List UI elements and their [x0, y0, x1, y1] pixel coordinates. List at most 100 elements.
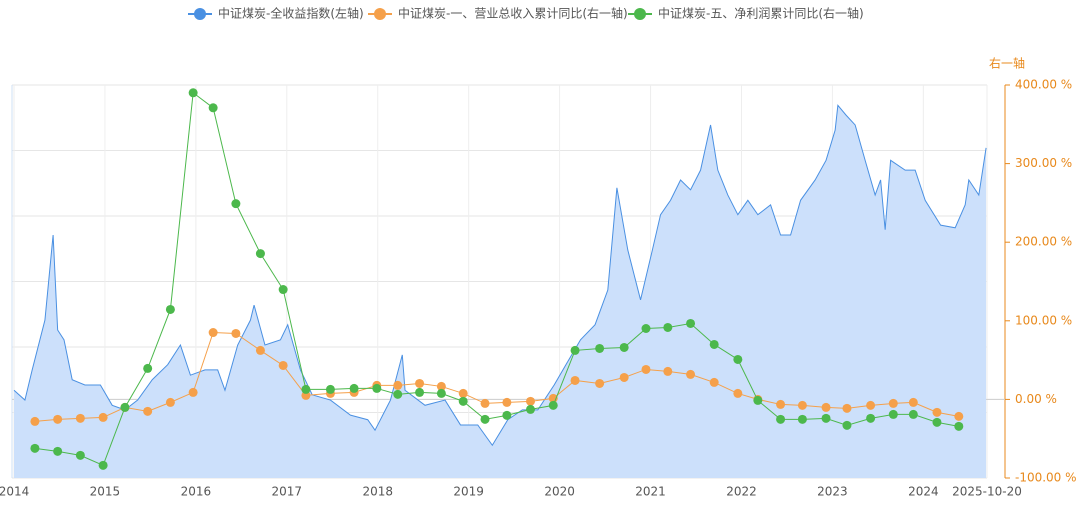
- point: [908, 409, 918, 419]
- point: [188, 387, 198, 397]
- point: [595, 343, 605, 353]
- point: [30, 443, 40, 453]
- point: [143, 406, 153, 416]
- point: [776, 399, 786, 409]
- point: [208, 328, 218, 338]
- point: [932, 417, 942, 427]
- point: [709, 377, 719, 387]
- point: [393, 389, 403, 399]
- point: [842, 403, 852, 413]
- point: [663, 322, 673, 332]
- point: [393, 380, 403, 390]
- y2-tick-label: -100.00 %: [1015, 471, 1077, 485]
- point: [415, 387, 425, 397]
- legend-item[interactable]: 中证煤炭-全收益指数(左轴): [188, 6, 364, 21]
- point: [325, 384, 335, 394]
- point: [954, 411, 964, 421]
- point: [526, 396, 536, 406]
- point: [436, 388, 446, 398]
- legend-label: 中证煤炭-五、净利润累计同比(右一轴): [658, 6, 864, 21]
- point: [709, 339, 719, 349]
- x-tick-label: 2021: [635, 485, 666, 499]
- point: [866, 413, 876, 423]
- point: [255, 249, 265, 259]
- point: [954, 421, 964, 431]
- point: [641, 324, 651, 334]
- point: [733, 354, 743, 364]
- x-tick-label: 2024: [908, 485, 939, 499]
- point: [888, 409, 898, 419]
- legend-item[interactable]: 中证煤炭-五、净利润累计同比(右一轴): [628, 6, 864, 21]
- point: [619, 372, 629, 382]
- point: [165, 304, 175, 314]
- point: [526, 404, 536, 414]
- point: [53, 414, 63, 424]
- legend-marker: [194, 8, 206, 20]
- point: [301, 384, 311, 394]
- point: [278, 285, 288, 295]
- point: [75, 450, 85, 460]
- y2-tick-label: 0.00 %: [1015, 392, 1057, 406]
- point: [866, 400, 876, 410]
- point: [663, 366, 673, 376]
- point: [686, 318, 696, 328]
- point: [641, 364, 651, 374]
- point: [821, 402, 831, 412]
- point: [231, 199, 241, 209]
- point: [278, 360, 288, 370]
- point: [98, 460, 108, 470]
- point: [30, 416, 40, 426]
- area: [14, 105, 987, 479]
- point: [98, 412, 108, 422]
- legend-marker: [634, 8, 646, 20]
- x-tick-label: 2018: [362, 485, 393, 499]
- x-tick-label: 2020: [544, 485, 575, 499]
- point: [797, 414, 807, 424]
- point: [120, 402, 130, 412]
- point: [570, 345, 580, 355]
- point: [165, 397, 175, 407]
- point: [255, 345, 265, 355]
- legend-marker: [374, 8, 386, 20]
- point: [733, 388, 743, 398]
- y2-tick-label: 300.00 %: [1015, 156, 1072, 170]
- legend-label: 中证煤炭-全收益指数(左轴): [218, 6, 364, 21]
- line: [13, 104, 987, 447]
- point: [436, 381, 446, 391]
- point: [797, 400, 807, 410]
- x-tick-label: 2019: [453, 485, 484, 499]
- legend-item[interactable]: 中证煤炭-一、营业总收入累计同比(右一轴): [368, 6, 628, 21]
- point: [888, 398, 898, 408]
- x-tick-label: 2025-10-20: [952, 485, 1022, 499]
- point: [458, 396, 468, 406]
- point: [686, 369, 696, 379]
- legend-label: 中证煤炭-一、营业总收入累计同比(右一轴): [398, 6, 628, 21]
- x-tick-label: 2015: [90, 485, 121, 499]
- point: [595, 378, 605, 388]
- x-tick-label: 2022: [726, 485, 757, 499]
- point: [53, 446, 63, 456]
- point: [480, 398, 490, 408]
- point: [932, 407, 942, 417]
- x-tick-label: 2016: [181, 485, 212, 499]
- point: [548, 400, 558, 410]
- point: [619, 342, 629, 352]
- point: [349, 383, 359, 393]
- x-tick-label: 2017: [272, 485, 303, 499]
- point: [458, 388, 468, 398]
- point: [188, 88, 198, 98]
- point: [231, 328, 241, 338]
- point: [143, 363, 153, 373]
- point: [415, 378, 425, 388]
- point: [502, 410, 512, 420]
- x-tick-label: 2014: [0, 485, 29, 499]
- y2-axis-title: 右一轴: [989, 56, 1025, 71]
- point: [372, 383, 382, 393]
- point: [776, 414, 786, 424]
- point: [502, 397, 512, 407]
- point: [480, 414, 490, 424]
- x-tick-label: 2023: [817, 485, 848, 499]
- y2-tick-label: 100.00 %: [1015, 313, 1072, 327]
- point: [908, 397, 918, 407]
